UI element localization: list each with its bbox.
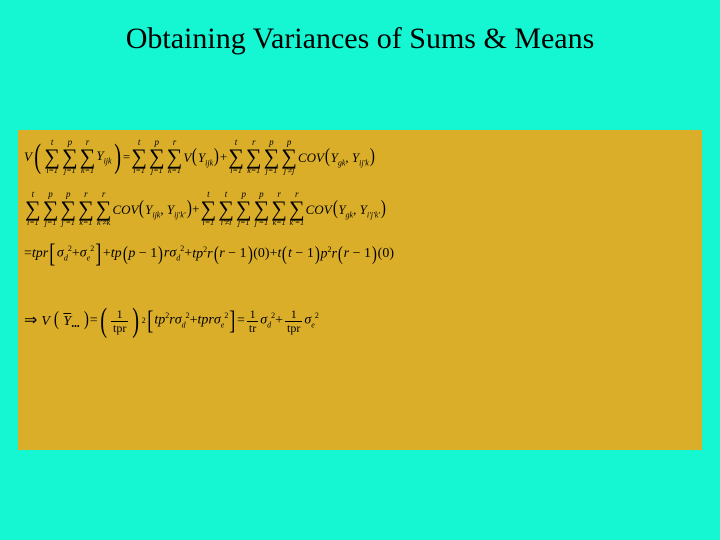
zero-2: (0) <box>378 247 394 262</box>
equals-3: = <box>90 314 98 329</box>
frac-1-tpr: 1tpr <box>111 308 128 334</box>
sum2-k: r∑k=1 <box>78 190 94 228</box>
lp7: ( <box>338 245 343 263</box>
p2r: p2r <box>321 246 337 262</box>
frac-1-tr: 1tr <box>247 308 258 334</box>
eq-row-4: ⇒ V ( Y••• ) = ( 1tpr ) 2 [ tp2rσd2 + tp… <box>24 306 696 336</box>
eq-row-2: t∑i=1 p∑j=1 p∑j'=1 r∑k=1 r∑k'≠k COV(Yijk… <box>24 190 696 228</box>
rbracket: ] <box>96 242 102 266</box>
eq-row-3: = tpr [ σd2 + σe2 ] + tp ( p − 1 ) rσd2 … <box>24 242 696 266</box>
plus-7: + <box>190 314 198 329</box>
lbracket: [ <box>50 242 56 266</box>
sum-i: t∑i=1 <box>44 138 60 176</box>
sum-k3: r∑k=1 <box>246 138 262 176</box>
lp5: ( <box>213 245 218 263</box>
equals-4: = <box>237 314 245 329</box>
cov-term-3: COV(Ygk, Yi'j'k') <box>306 199 387 220</box>
page-title: Obtaining Variances of Sums & Means <box>0 0 720 56</box>
y-ijk: Yijk <box>96 149 111 166</box>
plus-2: + <box>192 202 199 216</box>
sum-j: p∑j=1 <box>62 138 78 176</box>
sum2-jp: p∑j'=1 <box>60 190 76 228</box>
sum3-kp: r∑k'=1 <box>289 190 305 228</box>
sige2-b: σe2 <box>304 312 318 330</box>
rp6: ) <box>315 245 320 263</box>
var-symbol: V <box>24 150 32 164</box>
v-ybar: V ( Y••• ) <box>41 310 89 331</box>
lp6: ( <box>282 245 287 263</box>
plus-3: + <box>72 247 80 262</box>
sum-i2: t∑i=1 <box>131 138 147 176</box>
sum-k: r∑k=1 <box>80 138 96 176</box>
equals-2: = <box>24 247 32 262</box>
math-box: V ( t∑i=1 p∑j=1 r∑k=1 Yijk ) = t∑i=1 p∑j… <box>18 130 702 450</box>
sq: 2 <box>142 317 146 325</box>
v-yijk: V(Yijk) <box>183 147 220 168</box>
sum-i3: t∑i=1 <box>228 138 244 176</box>
rparen: ) <box>114 142 121 172</box>
slide: Obtaining Variances of Sums & Means V ( … <box>0 0 720 540</box>
lparen: ( <box>34 142 41 172</box>
lp4: ( <box>123 245 128 263</box>
sige2: σe2 <box>80 245 94 263</box>
cov-term-1: COV(Ygk, Yij'k) <box>298 147 376 168</box>
rp8: ) <box>133 306 140 336</box>
tp2r-sigd2: tp2rσd2 <box>154 312 189 330</box>
r-sigd2: rσd2 <box>164 245 184 263</box>
rbr2: ] <box>230 309 236 333</box>
plus-1: + <box>220 150 227 164</box>
cov-term-2: COV(Yijk, Yij'k') <box>112 199 192 220</box>
sum2-i: t∑i=1 <box>25 190 41 228</box>
sum-k2: r∑k=1 <box>167 138 183 176</box>
tp-1: tp <box>111 247 122 262</box>
sum-j2: p∑j=1 <box>149 138 165 176</box>
plus-5: + <box>184 247 192 262</box>
plus-8: + <box>275 314 283 329</box>
sum3-jp: p∑j'=1 <box>254 190 270 228</box>
lp8: ( <box>100 306 107 336</box>
zero-1: (0) <box>253 247 269 262</box>
tpr-1: tpr <box>32 247 48 262</box>
sum-jpnej: p∑j'≠j <box>281 138 297 176</box>
sum3-ipnei: t∑i'≠i <box>218 190 234 228</box>
tp2r: tp2r <box>192 246 212 262</box>
p-minus-1: p − 1 <box>128 247 157 262</box>
rp7: ) <box>372 245 377 263</box>
r-minus-1: r − 1 <box>219 247 246 262</box>
sum3-j: p∑j=1 <box>236 190 252 228</box>
equals: = <box>123 150 130 164</box>
sum-j3: p∑j=1 <box>264 138 280 176</box>
t-term: t <box>277 247 281 262</box>
rp5: ) <box>247 245 252 263</box>
sum2-j: p∑j=1 <box>43 190 59 228</box>
sum3-k: r∑k=1 <box>271 190 287 228</box>
plus-4: + <box>103 247 111 262</box>
sum3-i: t∑i=1 <box>201 190 217 228</box>
eq-row-1: V ( t∑i=1 p∑j=1 r∑k=1 Yijk ) = t∑i=1 p∑j… <box>24 138 696 176</box>
implies-icon: ⇒ <box>24 313 37 330</box>
plus-6: + <box>270 247 278 262</box>
tpr-sige2: tprσe2 <box>198 312 229 330</box>
r-minus-1b: r − 1 <box>344 247 371 262</box>
t-minus-1: t − 1 <box>288 247 314 262</box>
rp4: ) <box>158 245 163 263</box>
sum2-kpnek: r∑k'≠k <box>96 190 112 228</box>
sigd2: σd2 <box>57 245 72 263</box>
frac-1-tpr-b: 1tpr <box>285 308 302 334</box>
sigd2-b: σd2 <box>260 312 275 330</box>
lbr2: [ <box>147 309 153 333</box>
